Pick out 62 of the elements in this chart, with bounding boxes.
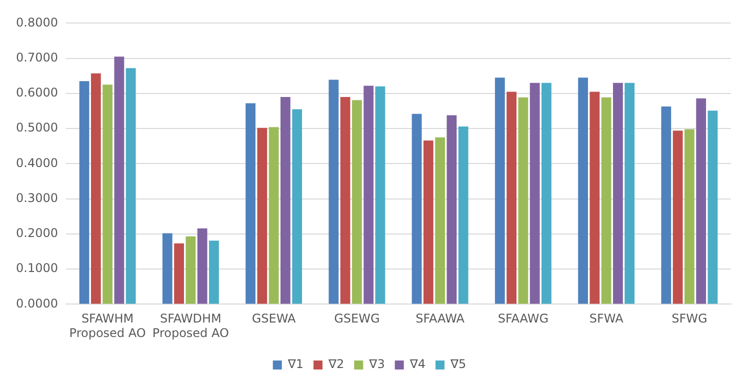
bar bbox=[518, 97, 528, 304]
bar bbox=[446, 115, 457, 304]
x-tick-label: SFWA bbox=[589, 312, 624, 326]
bar bbox=[292, 109, 302, 304]
bar bbox=[246, 103, 256, 304]
bar bbox=[624, 82, 635, 304]
bar bbox=[197, 228, 208, 304]
bar bbox=[530, 82, 540, 304]
bar bbox=[328, 80, 339, 304]
y-tick-label: 0.2000 bbox=[16, 226, 58, 240]
bar bbox=[280, 96, 290, 304]
bar bbox=[661, 106, 672, 304]
bar bbox=[186, 236, 196, 304]
bar bbox=[174, 243, 184, 304]
y-tick-label: 0.3000 bbox=[16, 190, 58, 205]
bar bbox=[79, 81, 90, 304]
x-tick-label: SFAWDHM Proposed AO bbox=[152, 312, 229, 340]
bar bbox=[672, 130, 683, 304]
y-tick-label: 0.6000 bbox=[16, 86, 58, 100]
y-tick-label: 0.7000 bbox=[16, 50, 58, 64]
y-tick-label: 0.1000 bbox=[16, 261, 58, 276]
bar bbox=[162, 233, 172, 304]
bar bbox=[613, 82, 623, 304]
bar bbox=[542, 82, 552, 304]
bar bbox=[412, 114, 422, 304]
bar bbox=[364, 86, 374, 304]
x-tick-label: SFAAWA bbox=[416, 312, 466, 326]
bar bbox=[684, 129, 694, 304]
bar bbox=[506, 92, 516, 304]
bar bbox=[340, 96, 350, 304]
legend-label: ∇1 bbox=[286, 357, 304, 372]
bar bbox=[257, 128, 268, 304]
bar bbox=[708, 110, 718, 304]
bar bbox=[435, 137, 446, 304]
bar bbox=[114, 56, 124, 304]
x-tick-label: GSEWG bbox=[334, 312, 380, 326]
bar bbox=[375, 86, 386, 304]
bar bbox=[578, 78, 588, 304]
bar bbox=[268, 127, 279, 304]
y-tick-label: 0.5000 bbox=[16, 120, 58, 135]
x-tick-label: SFAAWG bbox=[498, 312, 549, 326]
legend-label: ∇3 bbox=[368, 357, 385, 372]
y-tick-label: 0.0000 bbox=[16, 296, 58, 310]
bar bbox=[209, 240, 219, 304]
legend-label: ∇5 bbox=[449, 357, 466, 372]
bar bbox=[601, 97, 612, 304]
bar bbox=[423, 140, 434, 304]
bar bbox=[352, 100, 362, 304]
bar bbox=[90, 73, 101, 304]
bar bbox=[494, 78, 505, 304]
bar bbox=[126, 68, 136, 304]
y-tick-label: 0.4000 bbox=[16, 156, 58, 170]
bar bbox=[696, 98, 706, 304]
y-tick-label: 0.8000 bbox=[16, 15, 58, 30]
bar bbox=[458, 126, 468, 304]
legend-label: ∇2 bbox=[328, 357, 344, 372]
bar bbox=[590, 92, 600, 304]
bar bbox=[102, 84, 112, 304]
x-tick-label: SFAWHM Proposed AO bbox=[69, 312, 146, 340]
x-tick-label: SFWG bbox=[672, 312, 708, 326]
legend-label: ∇4 bbox=[408, 357, 426, 372]
x-tick-label: GSEWA bbox=[252, 312, 297, 326]
